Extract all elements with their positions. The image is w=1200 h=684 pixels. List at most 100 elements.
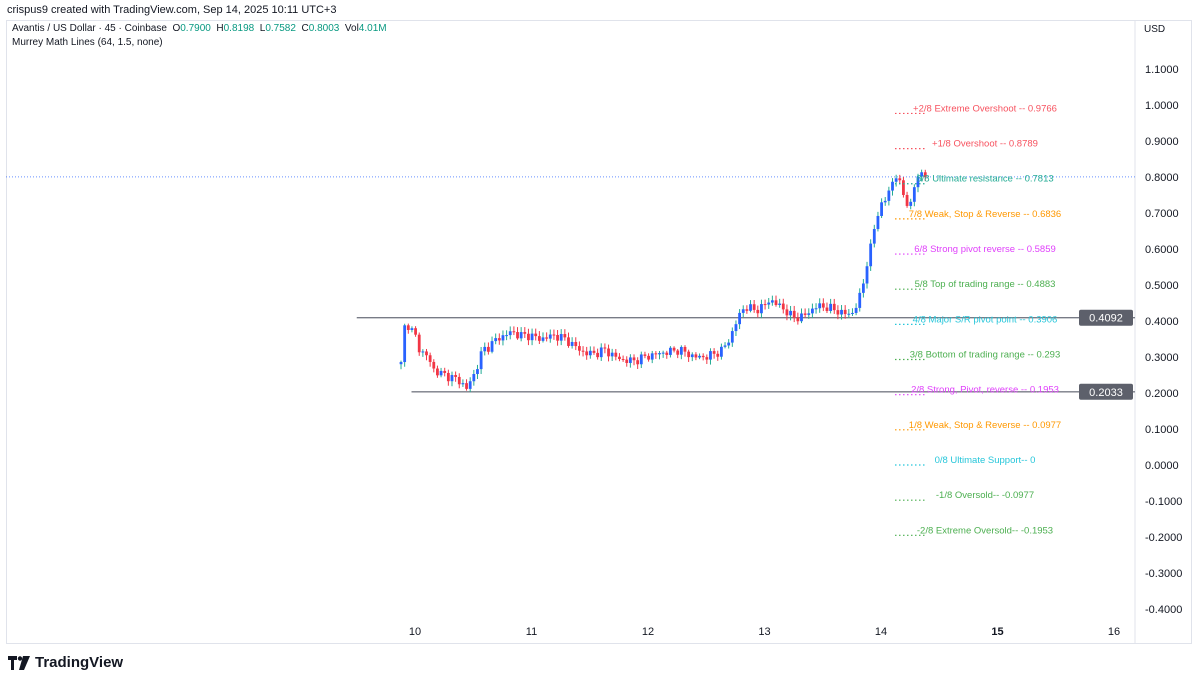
candle-body [618,356,621,360]
candle-body [723,345,727,347]
murrey-level-label: -2/8 Extreme Oversold-- -0.1953 [917,525,1053,536]
candle [698,353,701,360]
candle [690,352,694,362]
candle [414,326,417,337]
candle [814,303,818,314]
candle-body [796,317,800,322]
candle-body [887,190,891,201]
candle-body [628,357,632,363]
candle-body [548,334,552,339]
candle [439,367,443,378]
candle [446,369,450,386]
candle-body [734,324,738,332]
symbol-name[interactable]: Avantis / US Dollar · 45 · Coinbase [12,23,167,34]
price-label: 0.4092 [1089,313,1123,325]
candle-body [698,355,701,358]
candle-body [454,375,458,377]
candle [559,329,563,346]
candle-body [497,338,501,341]
candle-body [821,303,825,308]
candle-body [581,350,585,352]
candle-body [650,353,654,360]
candle-body [574,341,578,347]
candle-body [679,346,683,355]
candle [505,330,508,341]
candle-body [541,337,545,341]
candle [472,369,476,386]
candle [774,295,778,307]
candle-body [636,360,640,365]
candle-body [559,334,563,341]
candle [920,169,924,182]
candle-body [701,355,705,358]
y-tick-label: 0.7000 [1145,208,1179,220]
candle-body [658,353,661,355]
candle-body [891,181,894,191]
candle [588,346,592,359]
indicator-legend[interactable]: Murrey Math Lines (64, 1.5, none) [12,37,163,48]
candle [596,348,600,360]
candle [869,239,873,271]
candle-body [705,357,709,360]
chart-frame [6,20,1192,644]
candle-body [465,383,468,389]
y-tick-label: 0.2000 [1145,388,1179,400]
candle-body [578,346,581,351]
candle-body [865,266,869,284]
candle-body [912,187,916,202]
candle [909,198,913,210]
candle-body [446,372,450,382]
candle-body [872,229,876,244]
candle [891,178,894,196]
candle [800,308,803,324]
candle-body [902,180,905,195]
tradingview-logo: TradingView [8,654,123,671]
candle-body [639,354,643,365]
brand-name: TradingView [35,654,124,671]
candle-body [603,347,607,349]
candle-body [752,304,756,310]
candle [658,350,661,360]
candle-body [883,200,887,203]
x-tick-label: 15 [991,626,1003,638]
candle [719,343,723,360]
candle [639,351,643,369]
candle [592,346,596,355]
murrey-level-label: 7/8 Weak, Stop & Reverse -- 0.6836 [909,209,1061,220]
candle [403,323,407,367]
candle [730,327,734,347]
candle-body [570,341,574,346]
y-tick-label: -0.3000 [1145,568,1182,580]
candle-body [712,351,716,354]
currency-label[interactable]: USD [1144,24,1166,35]
candle [785,304,789,321]
murrey-level-label: 8/8 Ultimate resistance -- 0.7813 [916,174,1053,185]
candle [563,329,567,341]
candle-body [410,328,414,331]
murrey-level-label: +1/8 Overshoot -- 0.8789 [932,139,1038,150]
y-tick-label: 0.6000 [1145,244,1179,256]
candle [537,331,541,345]
candle [545,332,549,342]
candle-body [592,350,596,353]
volume-value: 4.01M [358,23,387,34]
candle [811,303,814,319]
candle [490,336,494,354]
candle-body [861,283,865,293]
murrey-level-label: 2/8 Strong, Pivot, reverse -- 0.1953 [911,385,1059,396]
candle [905,191,909,208]
candle [792,305,796,323]
candle-body [406,325,410,331]
candle-body [690,354,694,358]
candle-body [472,374,476,382]
candle-body [621,359,625,361]
candle [410,326,414,333]
candle [661,350,665,358]
candle [468,377,472,393]
candle [821,298,825,312]
high-label: H [216,23,224,34]
candle [683,345,687,357]
candle-body [694,354,698,358]
candle-body [625,359,629,363]
